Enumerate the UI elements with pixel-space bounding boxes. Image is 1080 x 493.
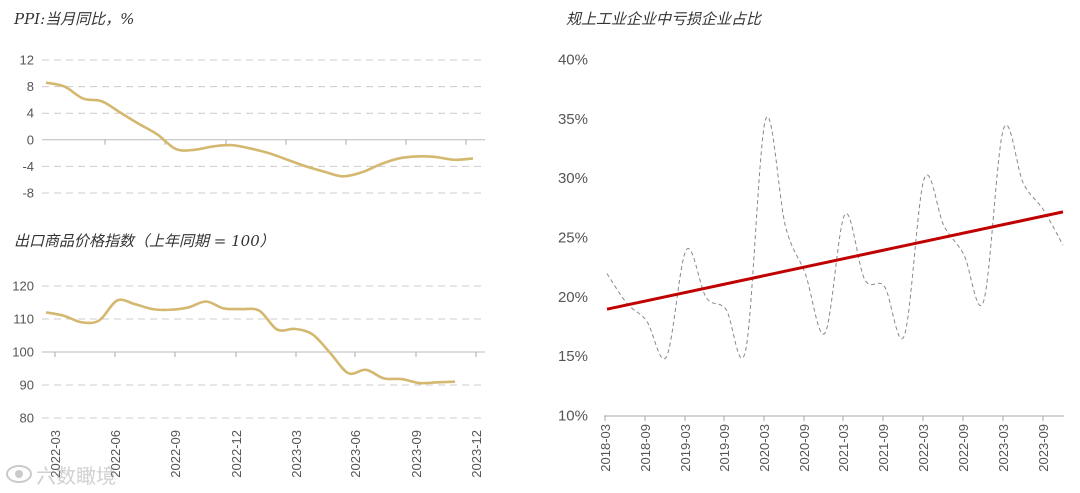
y-tick-label: 20% <box>558 289 588 306</box>
series-line <box>45 81 474 178</box>
x-tick-label: 2019-09 <box>717 424 732 472</box>
x-tick-label: 2022-03 <box>48 430 63 478</box>
export-price-chart: 120 110 100 90 80 2022-03 2022-06 2022-09 2022-1… <box>12 279 485 478</box>
x-tick-label: 2022-06 <box>108 430 123 478</box>
y-tick-label: 15% <box>558 348 588 365</box>
x-tick-label: 2021-09 <box>876 424 891 472</box>
export-price-chart-title: 出口商品价格指数（上年同期 = 100） <box>14 232 275 250</box>
y-tick-label: 35% <box>558 111 588 128</box>
x-tick-label: 2020-09 <box>797 424 812 472</box>
x-tick-label: 2019-03 <box>678 424 693 472</box>
watermark-text: 六数瞰境 <box>36 463 116 488</box>
x-tick-label: 2022-09 <box>956 424 971 472</box>
x-tick-label: 2022-09 <box>168 430 183 478</box>
y-tick-label: 80 <box>20 411 34 426</box>
watermark: 六数瞰境 <box>4 459 116 489</box>
x-tick-label: 2023-03 <box>289 430 304 478</box>
ppi-chart-title: PPI:当月同比，% <box>14 10 135 28</box>
x-tick-label: 2023-09 <box>409 430 424 478</box>
trend-line <box>606 210 1064 311</box>
y-tick-label: 10% <box>558 408 588 425</box>
y-tick-label: 110 <box>13 312 34 327</box>
y-tick-label: 120 <box>12 279 34 294</box>
loss-ratio-series-line <box>606 116 1064 360</box>
y-tick-label: 90 <box>20 378 34 393</box>
y-tick-label: 100 <box>12 345 34 360</box>
loss-ratio-chart-title: 规上工业企业中亏损企业占比 <box>566 10 762 28</box>
x-tick-label: 2022-03 <box>916 424 931 472</box>
loss-ratio-chart: 40% 35% 30% 25% 20% 15% 10% 2018-03 2018-09 2019-… <box>558 52 1064 472</box>
y-tick-label: 40% <box>558 52 588 69</box>
series-line <box>45 298 456 385</box>
eye-logo-icon <box>6 465 32 483</box>
x-tick-label: 2018-03 <box>598 424 613 472</box>
y-tick-label: 25% <box>558 230 588 247</box>
y-tick-label: 8 <box>27 79 34 94</box>
x-tick-label: 2021-03 <box>836 424 851 472</box>
ppi-chart: 12 8 4 0 -4 -8 <box>20 53 485 201</box>
x-tick-label: 2020-03 <box>757 424 772 472</box>
x-tick-label: 2018-09 <box>638 424 653 472</box>
y-tick-label: -4 <box>22 159 34 174</box>
x-tick-label: 2023-03 <box>996 424 1011 472</box>
y-tick-label: 4 <box>27 106 34 121</box>
x-tick-label: 2023-09 <box>1036 424 1051 472</box>
x-tick-label: 2023-06 <box>348 430 363 478</box>
y-tick-label: 0 <box>27 132 34 147</box>
x-tick-label: 2022-12 <box>229 430 244 478</box>
x-tick-label: 2023-12 <box>469 430 484 478</box>
y-tick-label: 30% <box>558 170 588 187</box>
y-tick-label: 12 <box>20 53 34 68</box>
y-tick-label: -8 <box>22 186 34 201</box>
